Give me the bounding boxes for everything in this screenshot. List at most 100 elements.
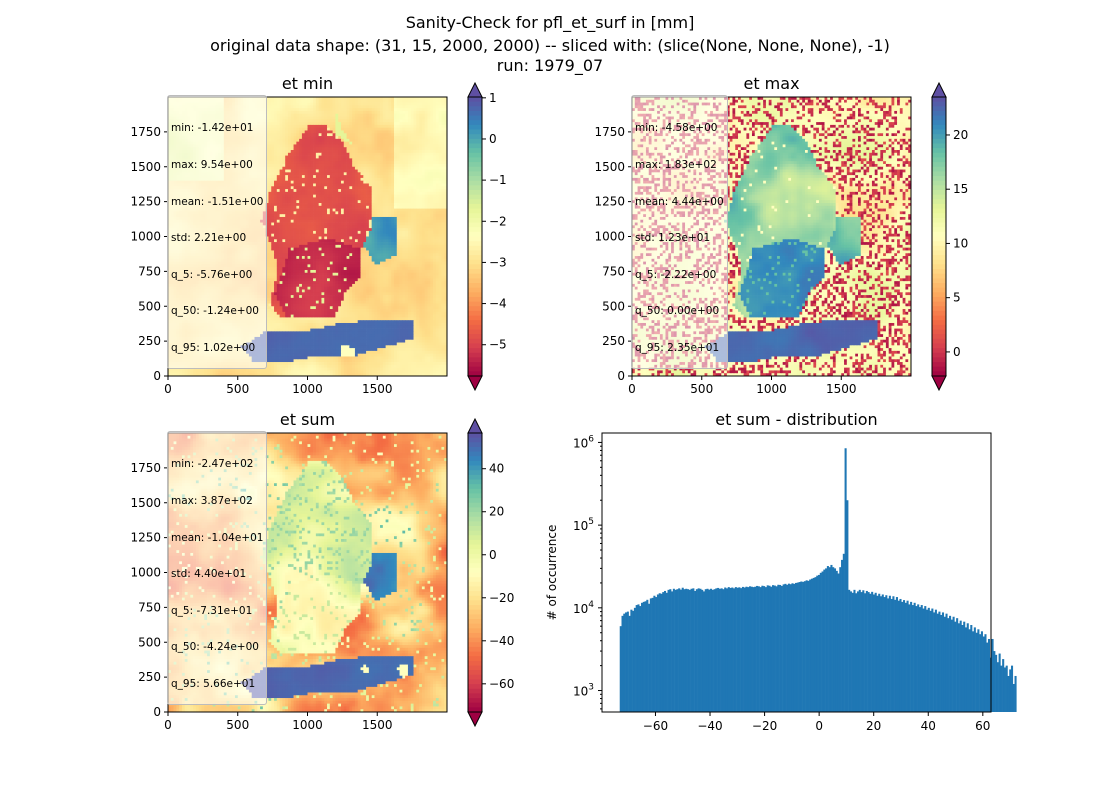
histogram-bar	[788, 584, 790, 712]
histogram-bar	[689, 590, 691, 712]
histogram-bar	[999, 654, 1001, 712]
histogram-bar	[742, 587, 744, 712]
x-tick-label: 0	[164, 718, 172, 732]
y-tick-label: 103	[573, 683, 594, 699]
histogram-bar	[641, 603, 643, 712]
histogram-bar	[717, 588, 719, 712]
histogram-bar	[951, 620, 953, 712]
y-tick-label: 106	[573, 434, 594, 450]
histogram-bar	[662, 592, 664, 712]
histogram-bar	[899, 599, 901, 712]
histogram-bar	[632, 611, 634, 712]
histogram-bar	[963, 622, 965, 712]
histogram-bar	[869, 594, 871, 712]
histogram-bar	[680, 590, 682, 712]
histogram-bar	[937, 614, 939, 712]
x-tick-label: 500	[226, 718, 249, 732]
histogram-bar	[701, 590, 703, 712]
histogram-bar	[634, 608, 636, 712]
histogram-bar	[892, 596, 894, 712]
x-tick-label: 0	[815, 719, 823, 733]
histogram-bar	[756, 586, 758, 712]
histogram-bar	[738, 587, 740, 712]
y-tick-label: 750	[138, 264, 161, 278]
colorbar-tick-label: 0	[489, 548, 497, 562]
histogram-bar	[891, 599, 893, 712]
histogram-bar	[878, 594, 880, 712]
histogram-bar	[791, 583, 793, 712]
histogram-bar	[671, 591, 673, 712]
histogram-bar	[830, 565, 832, 712]
histogram-bar	[882, 594, 884, 712]
colorbar-tick-label: 15	[953, 182, 968, 196]
stat-line: std: 1.23e+01	[635, 232, 724, 244]
histogram-bar	[976, 633, 978, 712]
histogram-bar	[751, 587, 753, 712]
colorbar-tick-label: −60	[489, 677, 514, 691]
histogram-bar	[745, 587, 747, 712]
histogram-bar	[866, 591, 868, 712]
y-tick-label: 105	[573, 517, 594, 533]
histogram-bar	[839, 567, 841, 712]
histogram-bar	[986, 643, 988, 712]
colorbar-extend-max	[932, 83, 946, 97]
histogram-bar	[721, 588, 723, 712]
stat-line: q_95: 2.35e+01	[635, 342, 724, 354]
histogram-bar	[814, 577, 816, 712]
stat-line: std: 4.40e+01	[171, 568, 263, 580]
histogram-bar	[855, 593, 857, 712]
stat-line: mean: 4.44e+00	[635, 196, 724, 208]
y-tick-label: 750	[138, 600, 161, 614]
histogram-bar	[781, 586, 783, 712]
y-tick-label: 750	[602, 264, 625, 278]
histogram-bar	[705, 589, 707, 712]
histogram-et-sum-distribution: et sum - distribution−60 −40 −20 0 20 40 60103…	[545, 410, 1017, 733]
histogram-bar	[804, 581, 806, 712]
histogram-bar	[861, 592, 863, 712]
histogram-bar	[885, 595, 887, 712]
histogram-bar	[843, 554, 845, 712]
histogram-bar	[960, 621, 962, 712]
colorbar-tick-label: 10	[953, 236, 968, 250]
stats-box-et-sum: min: -2.47e+02 max: 3.87e+02 mean: -1.04…	[167, 431, 267, 705]
histogram-bar	[993, 651, 995, 712]
histogram-bar	[754, 587, 756, 712]
histogram-bar	[696, 589, 698, 712]
stat-line: min: -2.47e+02	[171, 458, 263, 470]
histogram-bar	[664, 591, 666, 712]
x-tick-label: −40	[697, 719, 722, 733]
histogram-bar	[1000, 666, 1002, 712]
colorbar-tick-label: −40	[489, 634, 514, 648]
y-tick-label: 1250	[594, 195, 625, 209]
stat-line: q_50: -4.24e+00	[171, 641, 263, 653]
histogram-bar	[823, 570, 825, 712]
histogram-bar	[922, 609, 924, 712]
histogram-bar	[622, 616, 624, 712]
histogram-bar	[841, 560, 843, 712]
histogram-bar	[875, 593, 877, 712]
x-tick-label: −20	[752, 719, 777, 733]
histogram-bar	[779, 585, 781, 712]
histogram-bar	[629, 616, 631, 712]
histogram-bar	[965, 627, 967, 712]
histogram-bar	[825, 568, 827, 712]
panel-title-et-min: et min	[282, 74, 333, 93]
histogram-bar	[992, 639, 994, 712]
histogram-bar	[807, 581, 809, 712]
histogram-bar	[809, 580, 811, 712]
histogram-bar	[703, 591, 705, 712]
histogram-bar	[1006, 666, 1008, 712]
histogram-bar	[687, 589, 689, 712]
histogram-bar	[710, 589, 712, 712]
colorbar-tick-label: −20	[489, 591, 514, 605]
histogram-bar	[862, 590, 864, 712]
histogram-bar	[984, 634, 986, 712]
histogram-bar	[958, 623, 960, 712]
histogram-bar	[850, 591, 852, 712]
x-tick-label: 500	[226, 382, 249, 396]
stat-line: q_50: -1.24e+00	[171, 305, 263, 317]
histogram-bar	[816, 576, 818, 712]
histogram-bar	[988, 639, 990, 712]
